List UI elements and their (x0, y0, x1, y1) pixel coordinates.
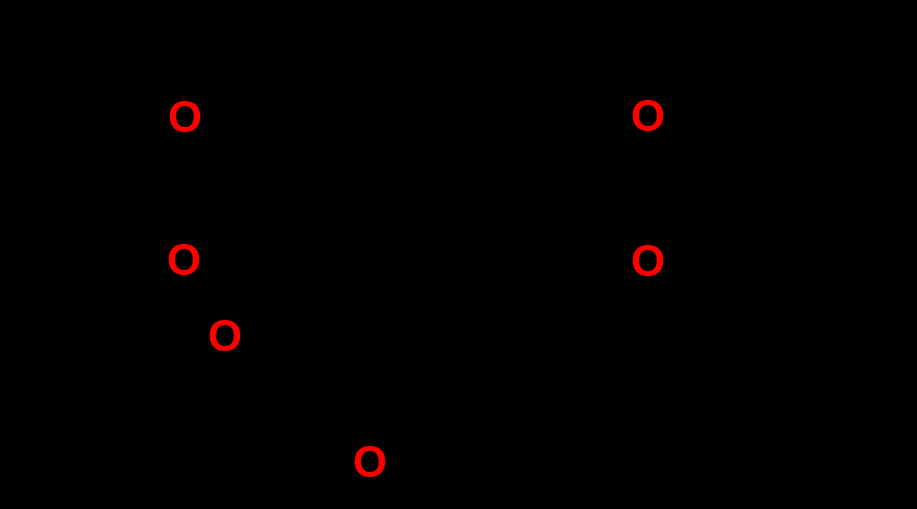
bond (100, 322, 173, 364)
bond (288, 201, 361, 245)
atom-labels-group: OOOOOO (167, 92, 665, 487)
bonds-group (100, 7, 809, 498)
atom-label-O5: O (631, 92, 665, 141)
bond (361, 203, 434, 245)
bond (434, 203, 505, 245)
bond (100, 103, 160, 146)
bond (100, 448, 175, 492)
atom-label-O6: O (631, 237, 665, 286)
bond (288, 76, 361, 118)
bond (216, 456, 288, 498)
atom-label-O3: O (208, 312, 242, 361)
bond (560, 131, 624, 190)
bond (518, 118, 560, 190)
bond (673, 231, 733, 261)
bond (209, 201, 288, 247)
bond (538, 7, 560, 45)
bond (673, 116, 733, 144)
bond (560, 190, 624, 247)
bond (247, 349, 288, 371)
bond (733, 103, 809, 146)
bond (361, 76, 434, 118)
bond (518, 45, 560, 118)
bond (288, 329, 361, 371)
bond (100, 233, 158, 274)
bond (505, 329, 578, 370)
atom-label-O4: O (353, 438, 387, 487)
bond (573, 320, 647, 362)
atom-label-O2: O (167, 236, 201, 285)
atom-label-O1: O (168, 93, 202, 142)
bond (432, 329, 505, 371)
chemical-structure-diagram: OOOOOO (0, 0, 917, 509)
bond (361, 329, 432, 371)
